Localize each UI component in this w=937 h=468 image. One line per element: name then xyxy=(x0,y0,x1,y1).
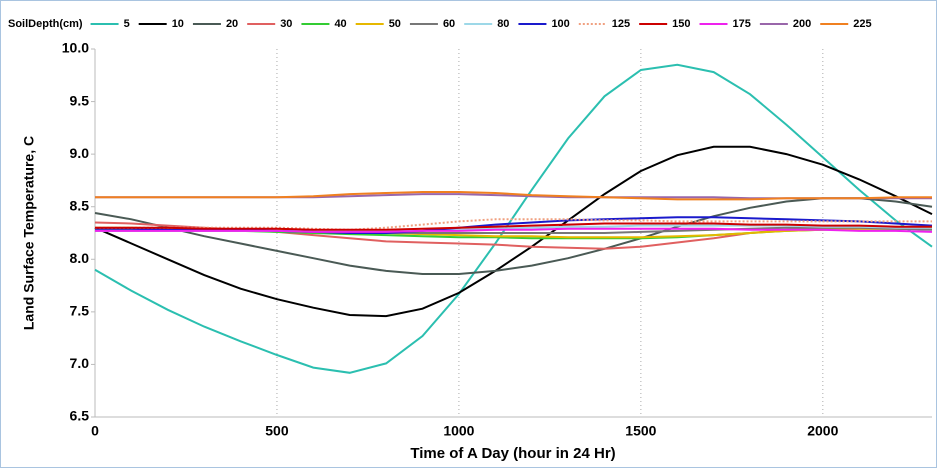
series-line xyxy=(94,63,933,374)
legend-label: 150 xyxy=(672,18,690,30)
legend-label: 30 xyxy=(280,18,292,30)
legend-label: 10 xyxy=(172,18,184,30)
x-tick-label: 2000 xyxy=(807,423,838,439)
legend-label: 80 xyxy=(497,18,509,30)
legend-label: 60 xyxy=(443,18,455,30)
series-line xyxy=(95,227,933,233)
legend-label: 175 xyxy=(733,18,751,30)
y-tick-label: 6.5 xyxy=(70,408,90,424)
y-tick-label: 9.0 xyxy=(70,145,90,161)
y-axis-label: Land Surface Temperature, C xyxy=(21,136,37,330)
x-tick-label: 0 xyxy=(91,423,99,439)
series-line xyxy=(95,222,932,231)
x-axis-label: Time of A Day (hour in 24 Hr) xyxy=(410,445,615,462)
x-tick-label: 1500 xyxy=(625,423,656,439)
y-tick-label: 7.0 xyxy=(70,355,90,371)
y-tick-label: 9.5 xyxy=(70,92,90,108)
x-tick-label: 1000 xyxy=(443,423,474,439)
legend-label: 50 xyxy=(389,18,401,30)
series-line xyxy=(94,197,933,275)
series-line xyxy=(94,145,933,318)
x-tick-label: 500 xyxy=(265,423,289,439)
legend-label: 5 xyxy=(124,18,130,30)
y-tick-label: 8.5 xyxy=(70,197,90,213)
y-tick-label: 7.5 xyxy=(70,303,90,319)
legend-label: 200 xyxy=(793,18,811,30)
y-tick-label: 10.0 xyxy=(62,40,89,56)
legend-label: 125 xyxy=(612,18,630,30)
legend-title: SoilDepth(cm) xyxy=(8,18,83,30)
series-line xyxy=(95,218,932,231)
legend-label: 225 xyxy=(853,18,871,30)
y-tick-label: 8.0 xyxy=(70,250,90,266)
legend-label: 100 xyxy=(551,18,569,30)
legend-label: 20 xyxy=(226,18,238,30)
series-line xyxy=(95,191,932,201)
legend-label: 40 xyxy=(334,18,346,30)
